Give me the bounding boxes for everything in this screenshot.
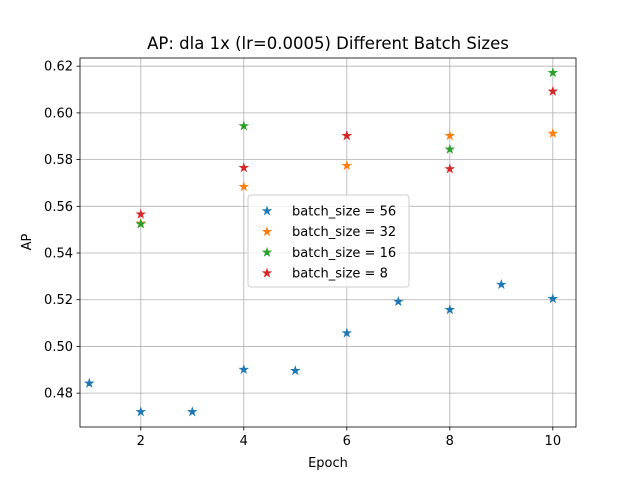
- legend-label: batch_size = 32: [292, 225, 396, 240]
- y-tick-label: 0.58: [44, 153, 73, 168]
- data-point-series-1: [83, 377, 95, 388]
- data-point-series-1: [238, 363, 250, 375]
- y-tick-label: 0.54: [44, 247, 73, 262]
- legend-label: batch_size = 16: [292, 246, 396, 261]
- data-point-series-1: [393, 296, 404, 307]
- data-point-series-1: [547, 293, 559, 304]
- x-axis-label: Epoch: [308, 456, 348, 471]
- y-axis-label: AP: [20, 233, 35, 250]
- legend-marker: [261, 246, 273, 257]
- y-tick-label: 0.52: [44, 293, 73, 308]
- legend-box: [247, 194, 410, 288]
- x-axis: 2 4 6 8 10: [137, 427, 561, 449]
- legend-marker: [261, 205, 273, 216]
- data-point-series-2: [238, 181, 250, 192]
- data-point-series-1: [289, 365, 301, 376]
- data-point-series-1: [186, 406, 198, 417]
- x-tick-label: 8: [446, 434, 454, 449]
- data-point-series-3: [135, 218, 147, 229]
- data-point-series-1: [341, 327, 353, 338]
- data-point-series-2: [444, 130, 456, 141]
- x-tick-label: 4: [240, 434, 248, 449]
- data-point-series-1: [444, 304, 456, 315]
- x-tick-label: 2: [137, 434, 145, 449]
- data-point-series-4: [341, 130, 353, 141]
- legend-label: batch_size = 8: [292, 267, 388, 282]
- data-point-series-2: [547, 127, 559, 138]
- chart-title: AP: dla 1x (lr=0.0005) Different Batch S…: [147, 34, 509, 53]
- legend-label: batch_size = 56: [292, 205, 396, 220]
- data-points: [83, 67, 559, 417]
- data-point-series-1: [135, 406, 147, 417]
- y-tick-label: 0.62: [44, 60, 73, 75]
- x-tick-label: 10: [545, 434, 562, 449]
- legend-marker: [261, 267, 273, 278]
- data-point-series-4: [238, 162, 250, 173]
- data-point-series-3: [238, 120, 250, 131]
- y-axis: 0.48 0.50 0.52 0.54 0.56 0.58 0.60 0.62: [44, 60, 80, 402]
- x-tick-label: 6: [343, 434, 351, 449]
- data-point-series-4: [547, 85, 559, 96]
- y-tick-label: 0.48: [44, 387, 73, 402]
- y-tick-label: 0.50: [44, 340, 73, 355]
- y-tick-label: 0.60: [44, 106, 73, 121]
- data-point-series-3: [444, 143, 456, 154]
- data-point-series-4: [444, 163, 456, 174]
- data-point-series-3: [547, 67, 559, 78]
- y-tick-label: 0.56: [44, 200, 73, 215]
- plot-area-frame: [79, 57, 577, 428]
- legend: batch_size = 56 batch_size = 32 batch_size…: [247, 194, 410, 288]
- data-point-series-4: [135, 208, 147, 219]
- data-point-series-1: [496, 278, 507, 290]
- legend-marker: [261, 226, 273, 237]
- data-point-series-2: [341, 160, 353, 171]
